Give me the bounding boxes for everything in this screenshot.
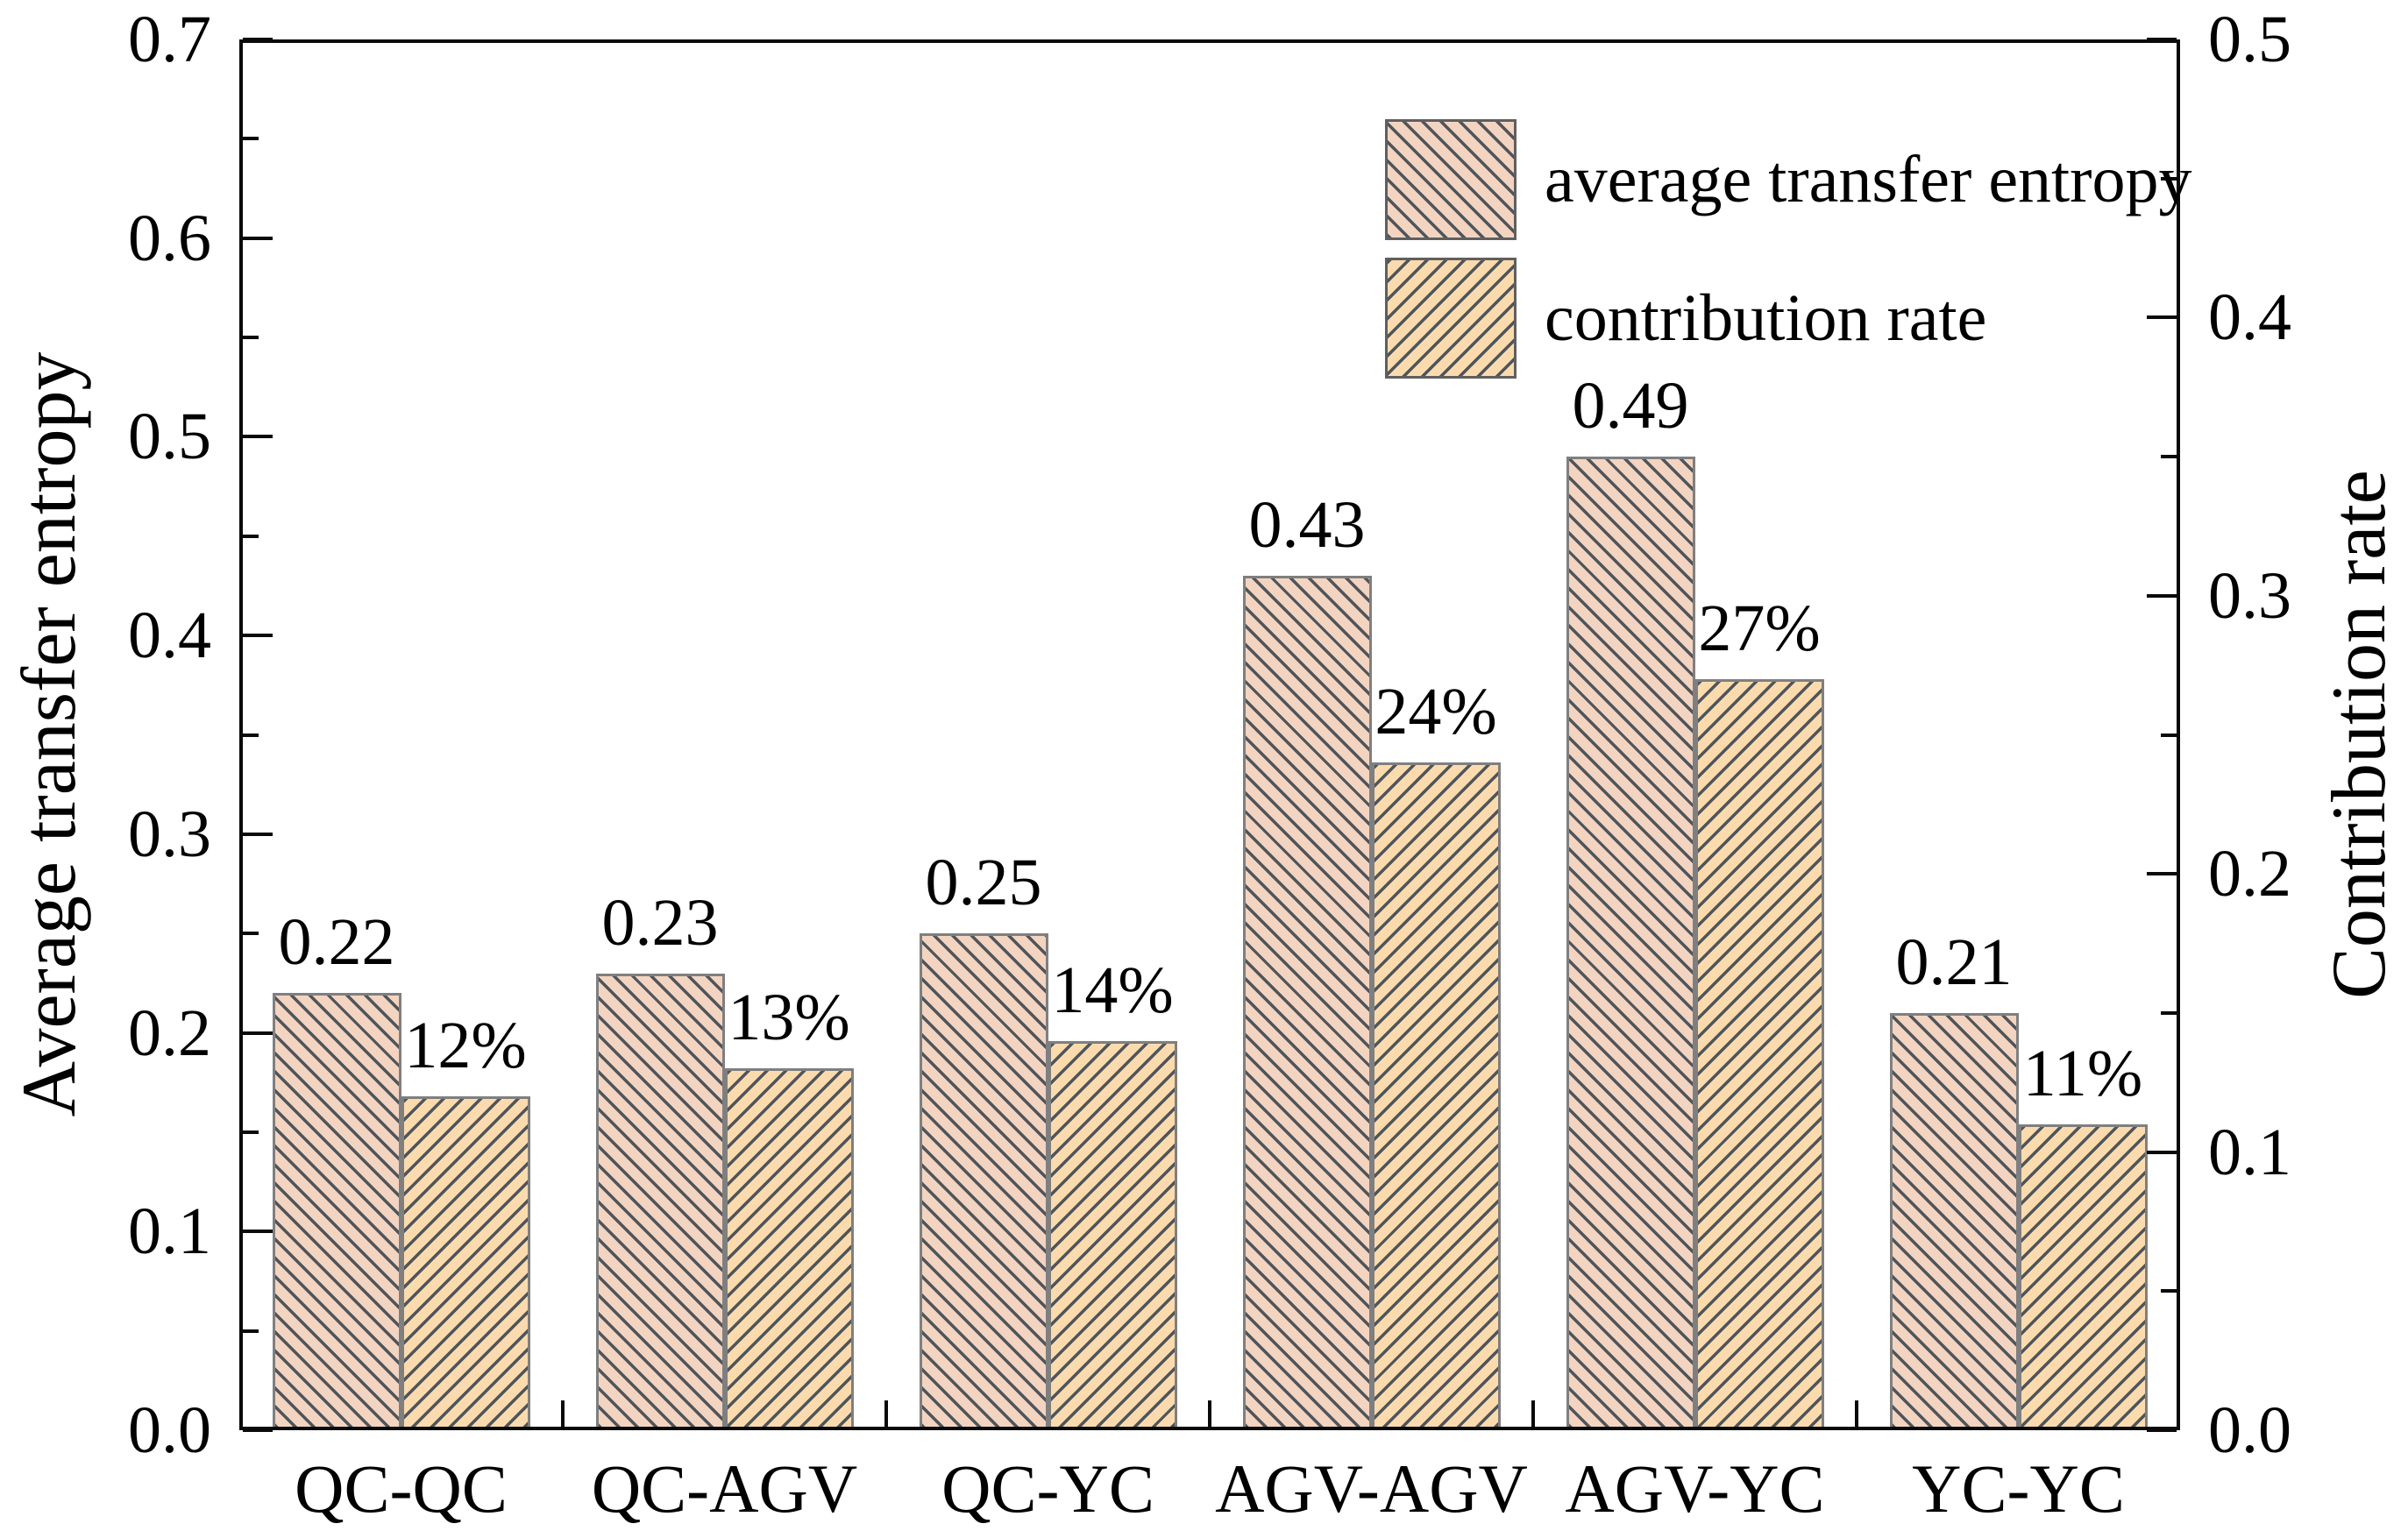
left-axis-tick-label: 0.5 (128, 400, 211, 474)
bar-average-transfer-entropy-AGV-YC (1566, 457, 1695, 1430)
bar-value-label: 12% (404, 1009, 527, 1083)
right-axis-tick-label: 0.4 (2208, 280, 2291, 355)
right-axis-major-tick (2147, 872, 2177, 876)
left-axis-title: Average transfer entropy (7, 351, 92, 1117)
bar-contribution-rate-AGV-AGV (1371, 762, 1501, 1430)
bar-average-transfer-entropy-QC-AGV (595, 973, 725, 1430)
x-axis-category-label: QC-AGV (591, 1450, 858, 1527)
right-axis-major-tick (2147, 1428, 2177, 1432)
x-axis-boundary-tick (1855, 1400, 1858, 1427)
right-axis-minor-tick (2161, 1010, 2177, 1015)
legend-label: contribution rate (1545, 281, 1987, 355)
legend-entry-average-transfer-entropy: average transfer entropy (1385, 119, 2191, 240)
right-axis-minor-tick (2161, 733, 2177, 737)
right-axis-tick-label: 0.1 (2208, 1115, 2291, 1189)
bar-contribution-rate-AGV-YC (1694, 679, 1824, 1430)
left-axis-major-tick (243, 1230, 273, 1234)
x-axis-category-label: YC-YC (1912, 1450, 2125, 1527)
legend-swatch-backslash-hatch-icon (1385, 119, 1517, 240)
left-axis-minor-tick (243, 534, 259, 538)
bar-average-transfer-entropy-QC-QC (272, 993, 401, 1430)
x-axis-category-label: AGV-YC (1565, 1450, 1825, 1527)
bar-average-transfer-entropy-YC-YC (1889, 1012, 2019, 1430)
bar-value-label: 0.22 (278, 905, 395, 980)
x-axis-boundary-tick (561, 1400, 565, 1427)
legend: average transfer entropy contribution ra… (1385, 119, 2191, 379)
left-axis-tick-label: 0.6 (128, 201, 211, 275)
left-axis-minor-tick (243, 932, 259, 936)
x-axis-category-label: AGV-AGV (1215, 1450, 1528, 1527)
left-axis-major-tick (243, 38, 273, 41)
left-axis-minor-tick (243, 336, 259, 340)
left-axis-tick-label: 0.3 (128, 797, 211, 871)
bar-value-label: 0.23 (601, 885, 719, 960)
bar-value-label: 0.25 (925, 846, 1042, 920)
left-axis-tick-label: 0.7 (128, 3, 211, 76)
bar-contribution-rate-QC-AGV (724, 1068, 854, 1430)
right-axis-minor-tick (2161, 176, 2177, 181)
left-axis-major-tick (243, 236, 273, 240)
left-axis-tick-label: 0.1 (128, 1194, 211, 1269)
bar-contribution-rate-YC-YC (2018, 1123, 2148, 1430)
right-axis-title: Contribution rate (2317, 470, 2402, 999)
left-axis-major-tick (243, 832, 273, 836)
plot-area (239, 39, 2180, 1430)
bar-value-label: 0.43 (1248, 488, 1366, 563)
right-axis-major-tick (2147, 38, 2177, 41)
x-axis-category-label: QC-YC (941, 1450, 1154, 1527)
left-axis-minor-tick (243, 1329, 259, 1333)
bar-contribution-rate-QC-QC (401, 1096, 530, 1430)
legend-label: average transfer entropy (1545, 143, 2192, 216)
left-axis-minor-tick (243, 733, 259, 737)
right-axis-major-tick (2147, 1150, 2177, 1154)
bar-value-label: 14% (1051, 953, 1174, 1027)
bar-average-transfer-entropy-QC-YC (919, 933, 1048, 1430)
right-axis-minor-tick (2161, 455, 2177, 459)
right-axis-tick-label: 0.0 (2208, 1393, 2291, 1467)
right-axis-tick-label: 0.2 (2208, 837, 2291, 911)
left-axis-major-tick (243, 1428, 273, 1432)
left-axis-tick-label: 0.2 (128, 996, 211, 1070)
left-axis-tick-label: 0.4 (128, 599, 211, 673)
x-axis-boundary-tick (884, 1400, 888, 1427)
right-axis-tick-label: 0.3 (2208, 558, 2291, 633)
legend-swatch-slash-hatch-icon (1385, 258, 1517, 379)
bar-value-label: 0.49 (1572, 369, 1689, 443)
left-axis-major-tick (243, 634, 273, 638)
x-axis-category-label: QC-QC (295, 1450, 508, 1527)
right-axis-major-tick (2147, 593, 2177, 598)
x-axis-boundary-tick (1208, 1400, 1211, 1427)
bar-value-label: 0.21 (1895, 925, 2013, 999)
left-axis-major-tick (243, 1031, 273, 1035)
bar-value-label: 27% (1698, 592, 1821, 666)
bar-value-label: 24% (1374, 675, 1497, 749)
left-axis-minor-tick (243, 1130, 259, 1134)
left-axis-tick-label: 0.0 (128, 1393, 211, 1467)
left-axis-major-tick (243, 435, 273, 439)
x-axis-boundary-tick (1531, 1400, 1535, 1427)
right-axis-tick-label: 0.5 (2208, 3, 2291, 76)
right-axis-major-tick (2147, 315, 2177, 320)
bar-value-label: 11% (2022, 1036, 2143, 1110)
bar-value-label: 13% (728, 981, 850, 1055)
bar-average-transfer-entropy-AGV-AGV (1242, 576, 1372, 1430)
left-axis-minor-tick (243, 137, 259, 141)
bar-contribution-rate-QC-YC (1048, 1040, 1177, 1430)
right-axis-minor-tick (2161, 1289, 2177, 1293)
legend-entry-contribution-rate: contribution rate (1385, 258, 2191, 379)
